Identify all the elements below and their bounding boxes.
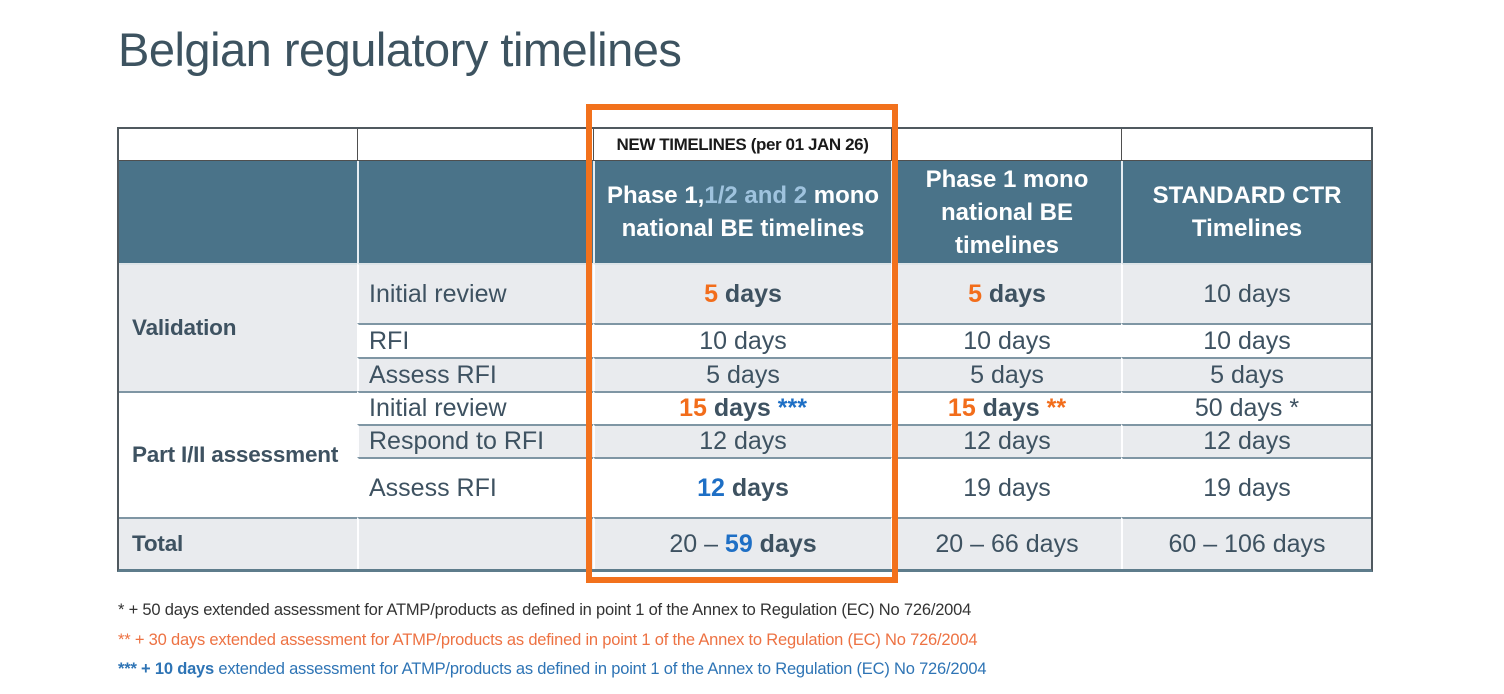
value-cell: 10 days [1121,263,1371,323]
value-cell: 19 days [1121,457,1371,517]
total-value-cell: 20 – 66 days [891,517,1121,569]
value-cell: 10 days [593,323,891,357]
sub-label-cell: Initial review [357,391,593,424]
value-cell: 5 days [593,357,891,391]
sub-label-cell: Assess RFI [357,457,593,517]
banner-row-empty-cell [1121,129,1371,161]
timelines-table: NEW TIMELINES (per 01 JAN 26) Phase 1,1/2… [117,127,1373,572]
value-cell: 15 days ** [891,391,1121,424]
sub-label-cell: Assess RFI [357,357,593,391]
column-header-phase1-mono: Phase 1 mono national BE timelines [891,161,1121,263]
group-label-cell: Validation [119,263,357,391]
column-header-standard-ctr: STANDARD CTR Timelines [1121,161,1371,263]
footnote-3-text: extended assessment for ATMP/products as… [214,660,987,678]
banner-row-empty-cell [119,129,357,161]
total-label-cell: Total [119,517,357,569]
footnote-3-bold: *** + 10 days [118,660,215,678]
total-empty-cell [357,517,593,569]
sub-label-cell: Respond to RFI [357,424,593,457]
value-cell: 19 days [891,457,1121,517]
value-cell: 15 days *** [593,391,891,424]
footnote-1-text: * + 50 days extended assessment for ATMP… [118,601,972,619]
group-label-cell: Part I/II assessment [119,391,357,517]
value-cell: 50 days * [1121,391,1371,424]
value-cell: 5 days [1121,357,1371,391]
value-cell: 10 days [1121,323,1371,357]
footnotes: * + 50 days extended assessment for ATMP… [118,602,987,691]
footnote-1: * + 50 days extended assessment for ATMP… [118,602,986,619]
new-timelines-banner: NEW TIMELINES (per 01 JAN 26) [593,129,891,161]
value-cell: 12 days [593,457,891,517]
header-empty-cell-1 [119,161,357,263]
banner-row-empty-cell [891,129,1121,161]
column-header-phase12: Phase 1,1/2 and 2 mono national BE timel… [593,161,891,263]
value-cell: 12 days [593,424,891,457]
timelines-table-grid: NEW TIMELINES (per 01 JAN 26) Phase 1,1/2… [119,129,1371,569]
header-empty-cell-2 [357,161,593,263]
sub-label-cell: Initial review [357,263,593,323]
value-cell: 12 days [891,424,1121,457]
value-cell: 12 days [1121,424,1371,457]
total-value-cell: 20 – 59 days [593,517,891,569]
sub-label-cell: RFI [357,323,593,357]
value-cell: 5 days [891,263,1121,323]
footnote-2-text: ** + 30 days extended assessment for ATM… [118,630,978,649]
footnote-3: *** + 10 days extended assessment for AT… [118,660,987,678]
value-cell: 5 days [593,263,891,323]
value-cell: 5 days [891,357,1121,391]
page-title: Belgian regulatory timelines [118,23,682,76]
value-cell: 10 days [891,323,1121,357]
banner-row-empty-cell [357,129,593,161]
footnote-2: ** + 30 days extended assessment for ATM… [118,630,986,649]
total-value-cell: 60 – 106 days [1121,517,1371,569]
